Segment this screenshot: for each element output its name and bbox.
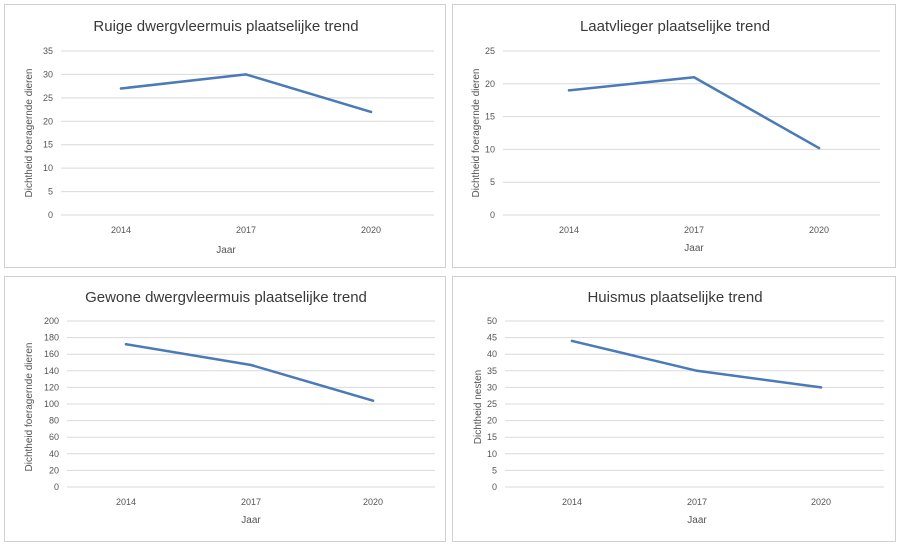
y-tick-label: 25: [485, 46, 495, 56]
chart-panel-huismus: Huismus plaatselijke trend 0 5 10 15 20 25 30 3…: [452, 276, 896, 542]
x-tick-label: 2017: [687, 497, 707, 507]
y-tick-label: 30: [487, 382, 497, 392]
y-tick-label: 25: [43, 93, 53, 103]
y-tick-label: 40: [49, 449, 59, 459]
y-tick-label: 120: [44, 382, 59, 392]
gridlines: [505, 320, 884, 488]
y-tick-label: 20: [43, 116, 53, 126]
y-tick-labels: 0 5 10 15 20 25 30 35 40 45 50: [487, 316, 497, 492]
data-point: [819, 386, 823, 389]
y-tick-label: 160: [44, 349, 59, 359]
data-point: [124, 343, 128, 346]
y-axis-label: Dichtheid foeragernde dieren: [24, 69, 35, 198]
y-tick-label: 15: [43, 140, 53, 150]
y-tick-label: 80: [49, 416, 59, 426]
chart-title: Ruige dwergvleermuis plaatselijke trend: [93, 18, 358, 35]
y-tick-label: 10: [485, 144, 495, 154]
y-tick-label: 200: [44, 316, 59, 326]
y-tick-label: 20: [485, 79, 495, 89]
data-point: [695, 369, 699, 372]
x-tick-label: 2017: [241, 497, 261, 507]
x-tick-label: 2020: [361, 225, 381, 235]
y-tick-label: 5: [492, 465, 497, 475]
y-tick-label: 20: [49, 465, 59, 475]
y-tick-label: 10: [487, 449, 497, 459]
y-tick-label: 15: [487, 432, 497, 442]
x-axis-label: Jaar: [687, 515, 707, 526]
x-tick-label: 2014: [559, 225, 579, 235]
chart-panel-laatvlieger: Laatvlieger plaatselijke trend 0 5 10 15 20 2…: [452, 4, 896, 268]
data-point: [119, 87, 123, 90]
series-line: [119, 73, 373, 114]
series-line: [567, 75, 821, 150]
data-point: [244, 73, 248, 76]
x-tick-label: 2017: [684, 225, 704, 235]
chart-huismus: Huismus plaatselijke trend 0 5 10 15 20 25 30 3…: [473, 289, 884, 526]
y-tick-label: 180: [44, 333, 59, 343]
x-axis-label: Jaar: [684, 243, 704, 254]
y-tick-label: 30: [43, 69, 53, 79]
y-tick-label: 25: [487, 399, 497, 409]
y-tick-label: 15: [485, 112, 495, 122]
data-point: [817, 146, 821, 150]
x-tick-label: 2014: [562, 497, 582, 507]
gridlines: [61, 50, 434, 216]
x-tick-label: 2020: [363, 497, 383, 507]
chart-title: Laatvlieger plaatselijke trend: [580, 18, 770, 35]
y-tick-label: 140: [44, 366, 59, 376]
chart-laatvlieger: Laatvlieger plaatselijke trend 051015202…: [471, 18, 880, 254]
y-tick-label: 35: [487, 366, 497, 376]
chart-title: Gewone dwergvleermuis plaatselijke trend: [85, 289, 367, 306]
y-tick-label: 0: [54, 482, 59, 492]
gridlines: [67, 320, 435, 488]
y-tick-labels: 0 20 40 60 80 100 120 140 160 180 200: [44, 316, 59, 492]
x-tick-label: 2014: [111, 225, 131, 235]
data-point: [249, 363, 253, 367]
y-tick-label: 0: [490, 210, 495, 220]
data-point: [369, 110, 373, 114]
data-point: [692, 76, 696, 79]
y-tick-label: 50: [487, 316, 497, 326]
y-tick-label: 45: [487, 333, 497, 343]
chart-title: Huismus plaatselijke trend: [587, 289, 762, 306]
y-tick-label: 5: [48, 187, 53, 197]
chart-panel-ruige-dwergvleermuis: Ruige dwergvleermuis plaatselijke trend …: [4, 4, 446, 268]
chart-gewone-dwergvleermuis: Gewone dwergvleermuis plaatselijke trend…: [24, 289, 435, 526]
y-tick-labels: 0 5 10 15 20 25 30 35: [43, 46, 53, 220]
x-tick-labels: 2014 2017 2020: [559, 225, 829, 235]
y-axis-label: Dichtheid foeragernde dieren: [471, 69, 482, 198]
x-axis-label: Jaar: [216, 245, 236, 256]
y-tick-label: 5: [490, 177, 495, 187]
chart-ruige-dwergvleermuis: Ruige dwergvleermuis plaatselijke trend …: [24, 18, 434, 256]
x-axis-label: Jaar: [241, 515, 261, 526]
x-tick-labels: 2014 2017 2020: [111, 225, 381, 235]
y-tick-label: 0: [492, 482, 497, 492]
y-tick-label: 60: [49, 432, 59, 442]
series-line: [570, 339, 823, 389]
gridlines: [503, 50, 880, 216]
y-tick-label: 35: [43, 46, 53, 56]
y-tick-label: 100: [44, 399, 59, 409]
data-point: [371, 399, 375, 402]
x-tick-label: 2014: [116, 497, 136, 507]
y-tick-label: 20: [487, 416, 497, 426]
y-tick-labels: 0 5 10 15 20 25: [485, 46, 495, 220]
y-tick-label: 0: [48, 210, 53, 220]
x-tick-label: 2017: [236, 225, 256, 235]
series-line: [124, 342, 375, 402]
data-point: [570, 339, 574, 343]
y-axis-label: Dichtheid nesten: [473, 370, 484, 445]
x-tick-labels: 2014 2017 2020: [562, 497, 831, 507]
data-point: [567, 89, 571, 92]
x-tick-labels: 2014 2017 2020: [116, 497, 383, 507]
x-tick-label: 2020: [811, 497, 831, 507]
y-tick-label: 10: [43, 163, 53, 173]
y-axis-label: Dichtheid foeragernde dieren: [24, 343, 35, 472]
y-tick-label: 40: [487, 349, 497, 359]
x-tick-label: 2020: [809, 225, 829, 235]
chart-panel-gewone-dwergvleermuis: Gewone dwergvleermuis plaatselijke trend…: [4, 276, 446, 542]
